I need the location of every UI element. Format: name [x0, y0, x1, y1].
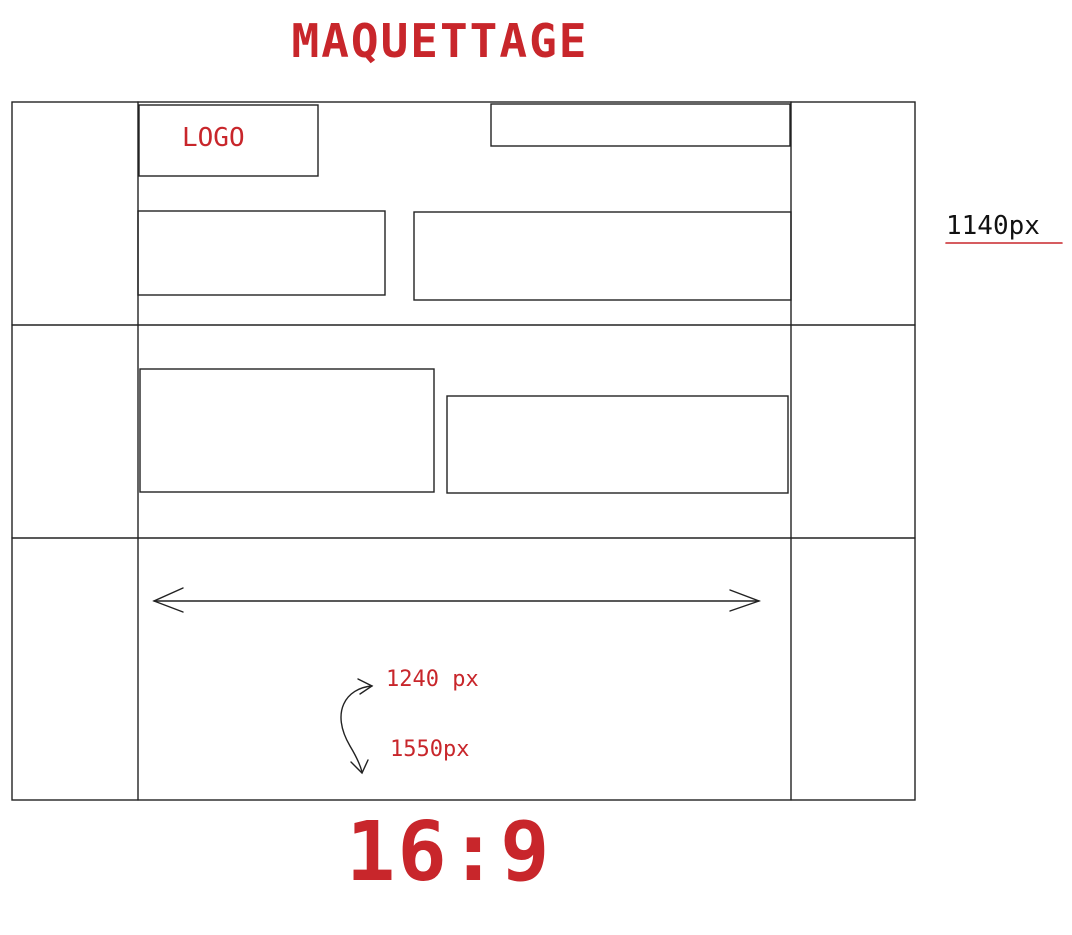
curved-arrow: [340, 685, 373, 773]
curved-arrow-top-head: [357, 678, 374, 695]
section1-left-block: [137, 210, 386, 296]
width-arrow-left-head: [152, 587, 184, 613]
width-option-1240: 1240 px: [386, 667, 479, 692]
width-arrow-right-head: [729, 589, 762, 612]
aspect-ratio-label: 16:9: [346, 805, 552, 900]
width-option-1550: 1550px: [390, 737, 470, 762]
section2-right-block: [446, 395, 789, 494]
logo-box: [138, 104, 319, 177]
logo-label: LOGO: [182, 123, 245, 153]
section1-right-block: [413, 211, 792, 301]
curved-arrow-bottom-head: [350, 759, 369, 775]
mockup-title: MAQUETTAGE: [291, 14, 589, 68]
nav-bar-box: [490, 103, 791, 147]
section2-left-block: [139, 368, 435, 493]
content-width-label: 1140px: [946, 211, 1040, 241]
outer-frame: [11, 101, 916, 801]
